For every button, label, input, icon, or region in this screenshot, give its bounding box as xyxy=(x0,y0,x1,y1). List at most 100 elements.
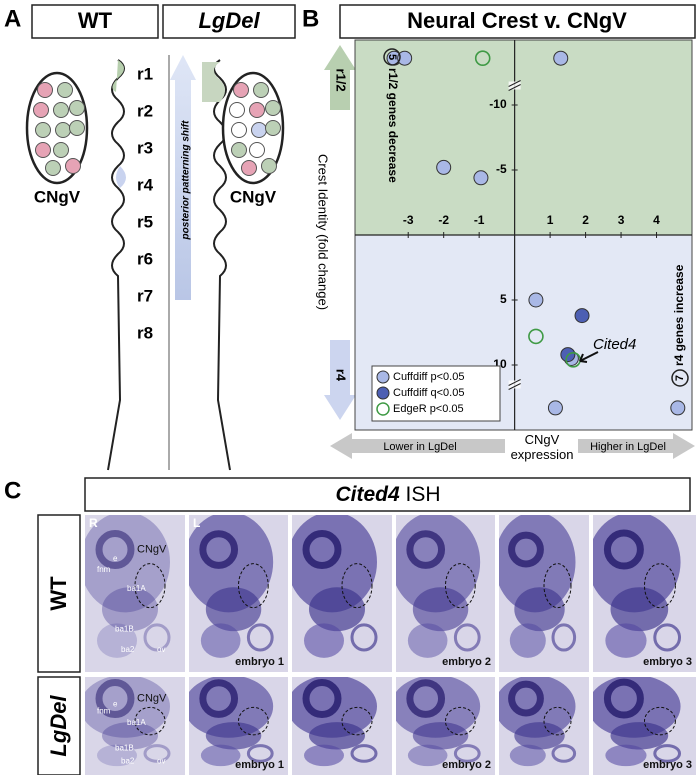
otic-vesicle xyxy=(143,623,171,652)
y-arrow-label: r1/2 xyxy=(334,68,349,91)
eye xyxy=(302,530,342,570)
embryo-label: embryo 2 xyxy=(442,759,491,771)
right-arrow xyxy=(578,433,695,459)
rhombomere-label: r4 xyxy=(137,175,154,194)
cell xyxy=(253,82,269,98)
annotation-count: 5 xyxy=(386,54,398,60)
cngv-outline xyxy=(445,563,476,609)
tissue-label: e xyxy=(113,554,118,563)
point xyxy=(553,50,569,66)
y-tick-label: -5 xyxy=(496,162,507,176)
arch xyxy=(309,587,365,632)
eye xyxy=(508,531,544,568)
eye xyxy=(406,530,446,569)
eye xyxy=(508,680,544,717)
ish-image xyxy=(189,677,288,775)
rhombomere-label: r6 xyxy=(137,249,153,268)
panel-title: Cited4 ISH xyxy=(335,483,440,506)
eye xyxy=(95,530,135,570)
cell xyxy=(37,82,53,98)
arch xyxy=(200,744,241,767)
annotation: Cited4 xyxy=(593,336,636,353)
otic-vesicle xyxy=(246,623,274,652)
x-axis-label-box: CNgV expression xyxy=(510,432,574,462)
legend-marker xyxy=(376,370,390,384)
eye xyxy=(199,530,239,569)
cngv-outline xyxy=(644,563,676,609)
annotation-arrow xyxy=(579,351,599,363)
point xyxy=(436,159,452,175)
cngv-outline xyxy=(445,706,476,736)
cell xyxy=(241,160,257,176)
cell xyxy=(231,142,247,158)
otic-vesicle xyxy=(350,744,378,763)
tissue-label: ba1A xyxy=(127,718,146,727)
cell xyxy=(65,158,81,174)
eye xyxy=(603,529,644,570)
arch xyxy=(205,587,262,632)
left-arrow xyxy=(330,433,505,459)
otic-vesicle xyxy=(653,623,682,652)
point xyxy=(397,50,413,66)
tissue-label: ba1B xyxy=(115,625,134,634)
arch xyxy=(610,587,669,632)
rhombomere-label: r1 xyxy=(137,64,153,83)
cell xyxy=(45,160,61,176)
rhombomere-label: r5 xyxy=(137,212,153,231)
annotation: r4 genes increase xyxy=(672,264,686,366)
x-axis-label: CNgV expression xyxy=(510,432,574,462)
arch xyxy=(605,623,647,658)
cngv-outline xyxy=(543,563,572,609)
cngv-outline xyxy=(341,563,373,609)
arch xyxy=(102,722,158,750)
ish-image xyxy=(396,515,495,672)
legend-label: EdgeR p<0.05 xyxy=(393,403,464,415)
embryo-label: embryo 2 xyxy=(442,656,491,668)
row-label-box xyxy=(37,514,81,673)
axis-break xyxy=(508,81,521,90)
rhombomere-label: r2 xyxy=(137,101,153,120)
arch xyxy=(610,722,669,750)
eye xyxy=(95,679,135,719)
embryo-label: embryo 3 xyxy=(643,656,692,668)
header: LgDel xyxy=(198,8,260,33)
ish-image xyxy=(292,677,392,775)
neural-tube-right xyxy=(213,59,231,471)
axis-break-mark xyxy=(508,379,521,390)
cell xyxy=(265,100,281,116)
annotation: r1/2 genes decrease xyxy=(386,68,400,183)
point xyxy=(547,400,563,416)
otic-vesicle xyxy=(453,623,481,652)
title-box xyxy=(339,4,696,39)
legend-label: Cuffdiff p<0.05 xyxy=(393,371,464,383)
panel-letter: C xyxy=(4,477,21,504)
cngv-outline xyxy=(238,706,269,736)
x-tick-label: 3 xyxy=(618,213,625,227)
cell xyxy=(57,82,73,98)
arch xyxy=(200,623,241,658)
eye xyxy=(603,678,644,719)
cell xyxy=(69,100,85,116)
row-label: WT xyxy=(46,576,71,611)
arch xyxy=(304,744,344,767)
cell xyxy=(249,142,265,158)
cngv-outline xyxy=(238,563,269,609)
point xyxy=(670,400,686,416)
count-circle xyxy=(671,369,689,387)
cell xyxy=(251,122,267,138)
arch xyxy=(509,744,546,767)
cell xyxy=(53,142,69,158)
x-tick-label: 4 xyxy=(653,213,660,227)
y-tick-label: -10 xyxy=(489,97,507,111)
arch xyxy=(205,722,262,750)
cell xyxy=(231,122,247,138)
chart-title: Neural Crest v. CNgV xyxy=(407,8,627,33)
header-box xyxy=(31,4,159,39)
ish-image xyxy=(593,677,696,775)
tissue-label: CNgV xyxy=(137,543,167,555)
tissue-label: ba1B xyxy=(115,744,134,753)
shift-label: posterior patterning shift xyxy=(181,120,192,241)
otic-vesicle xyxy=(246,744,274,763)
arch xyxy=(97,744,137,767)
point xyxy=(574,308,590,324)
